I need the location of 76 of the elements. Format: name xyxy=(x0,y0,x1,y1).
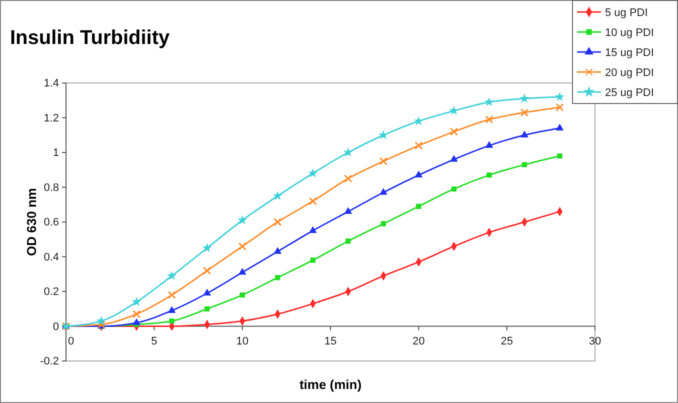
point xyxy=(520,108,529,117)
point xyxy=(204,306,210,312)
x-tick-label: 15 xyxy=(324,335,337,348)
point xyxy=(379,157,388,166)
point xyxy=(556,124,564,130)
y-tick-label: 0.4 xyxy=(44,251,59,264)
point xyxy=(203,288,211,296)
point xyxy=(309,226,317,233)
legend-label: 15 ug PDI xyxy=(605,47,654,59)
point xyxy=(275,275,280,280)
x-tick-label: 25 xyxy=(500,335,513,348)
point xyxy=(96,316,106,325)
y-tick-label: 1 xyxy=(52,147,59,160)
y-tick-label: 0.8 xyxy=(44,182,59,194)
point xyxy=(168,306,176,313)
x-axis-title: time (min) xyxy=(299,377,362,392)
y-tick-label: 0.2 xyxy=(44,286,59,298)
point xyxy=(344,148,353,156)
point xyxy=(555,92,564,101)
legend-label: 5 ug PDI xyxy=(605,7,648,19)
y-axis-title: OD 630 nm xyxy=(24,188,39,256)
point xyxy=(414,116,424,126)
y-tick-label: 0.6 xyxy=(44,216,59,229)
legend-label: 10 ug PDI xyxy=(605,27,654,39)
point xyxy=(238,242,246,250)
point xyxy=(273,191,282,200)
point xyxy=(485,141,494,148)
point xyxy=(344,174,352,183)
legend-label: 25 ug PDI xyxy=(605,87,654,99)
point xyxy=(346,238,351,244)
point xyxy=(274,218,282,226)
y-tick-label: 1.4 xyxy=(44,78,59,90)
point xyxy=(238,216,247,224)
point xyxy=(132,297,141,306)
chart-title: Insulin Turbidiity xyxy=(10,27,170,49)
point xyxy=(522,162,528,168)
point xyxy=(520,130,528,138)
point xyxy=(344,207,352,214)
y-tick-label: 1.2 xyxy=(44,112,59,124)
y-tick-label: -0.2 xyxy=(40,356,59,368)
point xyxy=(274,247,282,254)
point xyxy=(378,130,388,139)
x-tick-label: 10 xyxy=(236,335,248,348)
point xyxy=(202,243,212,252)
x-tick-label: 0 xyxy=(68,335,74,348)
point xyxy=(310,258,316,263)
legend-label: 20 ug PDI xyxy=(605,67,654,79)
x-tick-label: 30 xyxy=(588,335,602,348)
point xyxy=(414,142,423,150)
point xyxy=(240,292,245,298)
point xyxy=(203,266,212,275)
point xyxy=(485,115,494,124)
point xyxy=(132,318,140,326)
point xyxy=(380,221,386,226)
point xyxy=(308,197,317,206)
point xyxy=(380,188,388,195)
point xyxy=(556,103,564,112)
point xyxy=(132,310,141,318)
point xyxy=(416,204,422,209)
point xyxy=(484,97,494,106)
point xyxy=(450,128,458,136)
x-tick-label: 5 xyxy=(151,335,158,348)
point xyxy=(451,186,457,192)
point xyxy=(167,271,176,280)
point xyxy=(449,106,458,115)
point xyxy=(168,290,176,300)
point xyxy=(520,94,529,102)
point xyxy=(308,168,318,178)
point xyxy=(486,172,492,178)
point xyxy=(169,318,174,324)
point xyxy=(450,155,458,162)
point xyxy=(557,153,562,159)
x-tick-label: 20 xyxy=(412,335,425,348)
y-tick-label: 0 xyxy=(52,320,59,333)
point xyxy=(414,170,422,178)
point xyxy=(238,268,246,275)
